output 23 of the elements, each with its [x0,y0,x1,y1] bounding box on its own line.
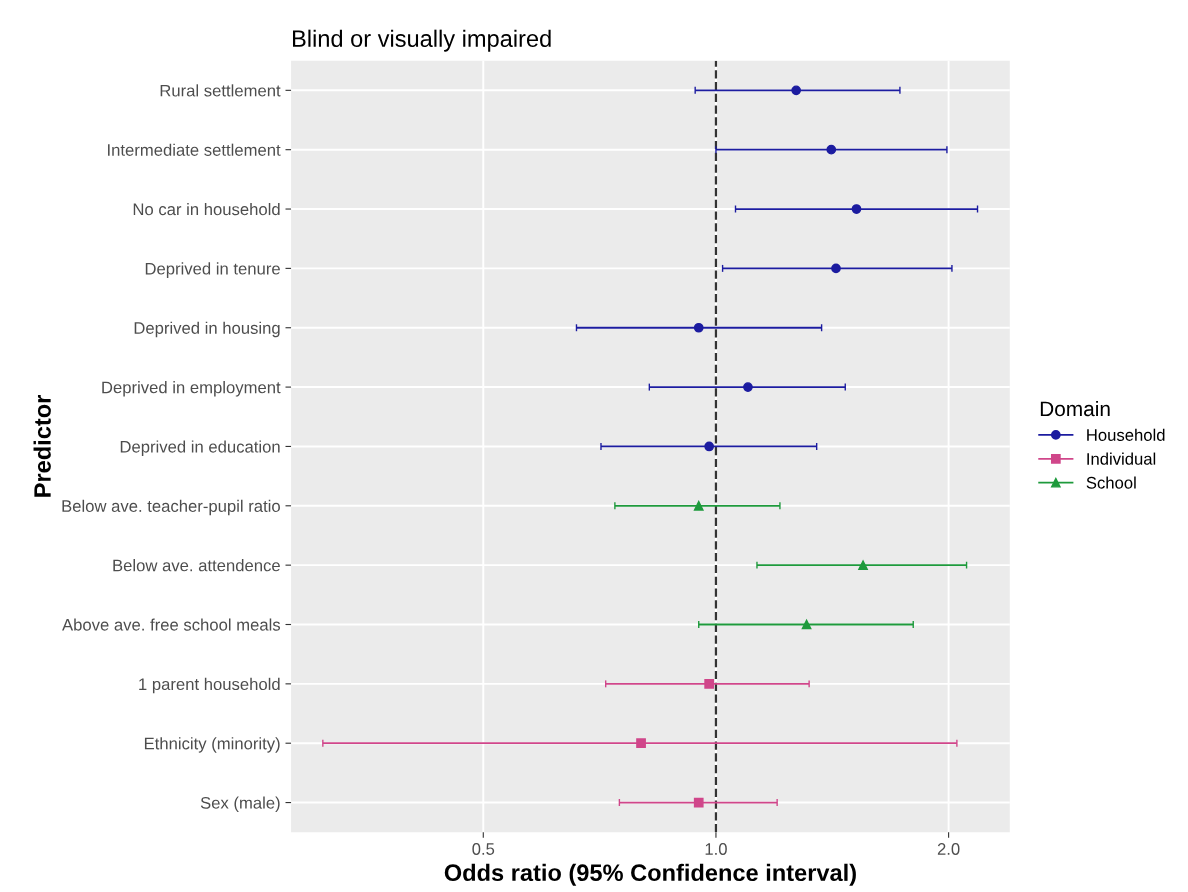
y-axis-title: Predictor [33,394,51,497]
y-tick-label: Ethnicity (minority) [144,737,280,753]
y-tick-label: Intermediate settlement [108,143,281,156]
y-tick-label: 1 parent household [139,677,280,694]
chart-title: Blind or visually impaired [293,29,551,52]
x-tick-label: 0.5 [472,843,495,855]
x-tick-label: 2.0 [937,843,960,855]
y-tick-label: Below ave. attendence [113,559,280,572]
legend-title: Domain [1040,400,1110,417]
y-tick-label: Above ave. free school meals [62,618,281,631]
x-tick-label: 1.0 [705,843,727,855]
legend-label: Household [1087,428,1165,441]
y-tick-label: Sex (male) [200,796,280,813]
y-tick-label: Rural settlement [160,84,281,97]
y-tick-label: Deprived in tenure [145,262,280,278]
y-tick-label: Deprived in housing [134,321,280,338]
legend-label: Individual [1087,452,1156,465]
y-tick-label: Below ave. teacher-pupil ratio [62,499,280,516]
legend-label: School [1086,476,1136,489]
y-tick-label: No car in household [133,203,280,216]
y-tick-label: Deprived in education [120,440,280,456]
y-tick-label: Deprived in employment [102,381,281,397]
x-axis-title: Odds ratio (95% Confidence interval) [444,863,856,886]
